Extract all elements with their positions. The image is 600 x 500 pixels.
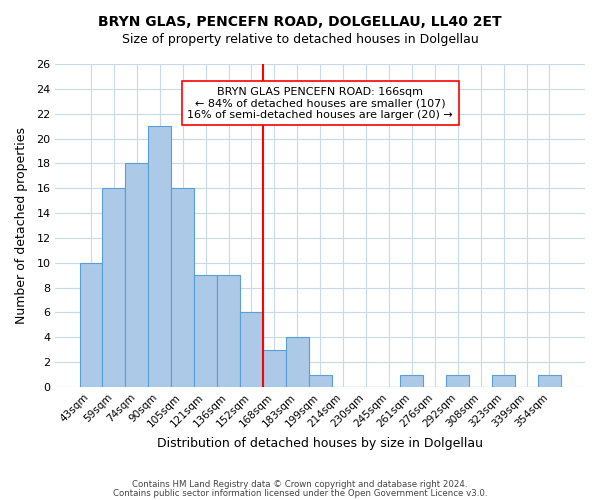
Bar <box>286 338 309 387</box>
X-axis label: Distribution of detached houses by size in Dolgellau: Distribution of detached houses by size … <box>157 437 483 450</box>
Bar <box>400 374 424 387</box>
Text: Contains public sector information licensed under the Open Government Licence v3: Contains public sector information licen… <box>113 489 487 498</box>
Y-axis label: Number of detached properties: Number of detached properties <box>15 127 28 324</box>
Bar <box>194 275 217 387</box>
Bar <box>538 374 561 387</box>
Bar <box>148 126 171 387</box>
Bar <box>217 275 240 387</box>
Bar <box>103 188 125 387</box>
Bar <box>446 374 469 387</box>
Bar <box>125 164 148 387</box>
Text: Contains HM Land Registry data © Crown copyright and database right 2024.: Contains HM Land Registry data © Crown c… <box>132 480 468 489</box>
Text: Size of property relative to detached houses in Dolgellau: Size of property relative to detached ho… <box>122 32 478 46</box>
Bar <box>240 312 263 387</box>
Bar <box>80 262 103 387</box>
Bar <box>263 350 286 387</box>
Text: BRYN GLAS, PENCEFN ROAD, DOLGELLAU, LL40 2ET: BRYN GLAS, PENCEFN ROAD, DOLGELLAU, LL40… <box>98 15 502 29</box>
Text: BRYN GLAS PENCEFN ROAD: 166sqm
← 84% of detached houses are smaller (107)
16% of: BRYN GLAS PENCEFN ROAD: 166sqm ← 84% of … <box>187 86 453 120</box>
Bar <box>492 374 515 387</box>
Bar <box>171 188 194 387</box>
Bar <box>309 374 332 387</box>
